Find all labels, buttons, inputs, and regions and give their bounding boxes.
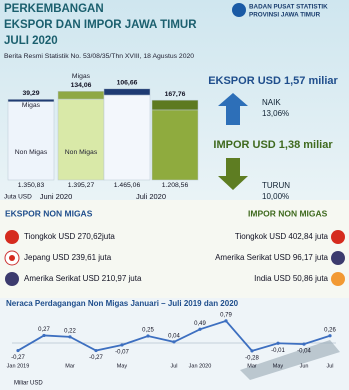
list-item: India USD 50,86 juta [254, 274, 328, 283]
point [172, 340, 176, 344]
x-tick-label: Jul [326, 363, 333, 369]
bar-segment [103, 94, 151, 181]
subtitle: Berita Resmi Statistik No. 53/08/35/Thn … [4, 53, 194, 60]
bar-segment [7, 101, 55, 181]
x-tick-label: Mar [247, 363, 257, 369]
arrow-down [218, 158, 248, 190]
x-tick-label: May [273, 363, 284, 369]
x-tick-label: Jul [170, 363, 177, 369]
y-axis-label: Miliar USD [14, 381, 43, 387]
group-label: Juni 2020 [40, 192, 73, 201]
point [16, 348, 20, 353]
flag [5, 272, 19, 286]
value-label: 1.350,83 [18, 182, 45, 189]
value-label: 0,27 [38, 327, 50, 333]
value-label: -0,27 [11, 355, 25, 361]
flag [9, 255, 15, 261]
value-label: 0,49 [194, 321, 206, 327]
point [198, 327, 202, 331]
title: PERKEMBANGAN [4, 3, 104, 15]
x-tick-label: May [117, 363, 128, 369]
import-total: IMPOR USD 1,38 miliar [213, 139, 333, 151]
value-label: -0,28 [245, 355, 259, 361]
flag [331, 230, 345, 244]
unit-label: Juta USD [4, 194, 32, 201]
bar-segment [7, 99, 55, 102]
value-label: -0,27 [89, 355, 103, 361]
point [68, 335, 72, 339]
x-tick-label: Mar [65, 363, 75, 369]
direction: NAIK [262, 98, 281, 107]
value-label: 134,06 [71, 82, 92, 89]
value-label: 1.465,06 [114, 182, 141, 189]
bar-segment [151, 99, 199, 111]
x-tick-label: Jan 2020 [189, 363, 212, 369]
bar-segment [151, 109, 199, 181]
value-label: 167,76 [165, 91, 186, 98]
list-title: EKSPOR NON MIGAS [5, 208, 93, 218]
panel [0, 200, 349, 300]
point [224, 319, 228, 323]
agency: BADAN PUSAT STATISTIK [249, 4, 328, 11]
title: JULI 2020 [4, 35, 58, 47]
value-label: 1.208,56 [162, 182, 189, 189]
bar-segment [57, 98, 105, 181]
change: 13,06% [262, 109, 289, 118]
value-label: 0,26 [324, 327, 336, 333]
list-item: Tiongkok USD 270,62juta [24, 232, 115, 241]
value-label: -0,07 [115, 350, 129, 356]
x-tick-label: Jan 2019 [7, 363, 30, 369]
series-name: Non Migas [15, 149, 48, 156]
point [328, 334, 332, 338]
list-item: Amerika Serikat USD 96,17 juta [215, 253, 328, 262]
list-item: Jepang USD 239,61 juta [24, 253, 112, 262]
value-label: 1.395,27 [68, 182, 95, 189]
point [250, 349, 254, 353]
direction: TURUN [262, 181, 290, 190]
arrow-up [218, 93, 248, 125]
flag [331, 251, 345, 265]
list-item: Amerika Serikat USD 210,97 juta [24, 274, 142, 283]
series-name: Non Migas [65, 149, 98, 156]
point [276, 341, 280, 345]
x-tick-label: Jun [300, 363, 309, 369]
chart-title: Neraca Perdagangan Non Migas Januari – J… [6, 299, 239, 308]
series-name: Migas [72, 73, 91, 80]
export-total: EKSPOR USD 1,57 miliar [208, 75, 338, 87]
value-label: 0,04 [168, 333, 180, 339]
value-label: 0,79 [220, 312, 232, 318]
value-label: -0,04 [297, 349, 311, 355]
flag [331, 272, 345, 286]
title: EKSPOR DAN IMPOR JAWA TIMUR [4, 19, 197, 31]
point [120, 343, 124, 347]
point [94, 348, 98, 353]
value-label: 0,25 [142, 328, 154, 334]
point [146, 334, 150, 338]
point [42, 333, 46, 338]
series-name: Migas [22, 102, 41, 109]
logo [232, 3, 246, 17]
ship [240, 340, 340, 380]
bar-segment [103, 88, 151, 96]
value-label: 0,22 [64, 328, 76, 334]
value-label: 106,66 [117, 80, 138, 87]
bar-segment [57, 91, 105, 100]
list-title: IMPOR NON MIGAS [248, 208, 328, 218]
group-label: Juli 2020 [136, 192, 166, 201]
change: 10,00% [262, 192, 289, 201]
flag [5, 230, 19, 244]
list-item: Tiongkok USD 402,84 juta [235, 232, 329, 241]
agency: PROVINSI JAWA TIMUR [249, 12, 321, 19]
point [302, 342, 306, 346]
value-label: -0,01 [271, 348, 285, 354]
value-label: 39,29 [22, 90, 39, 97]
